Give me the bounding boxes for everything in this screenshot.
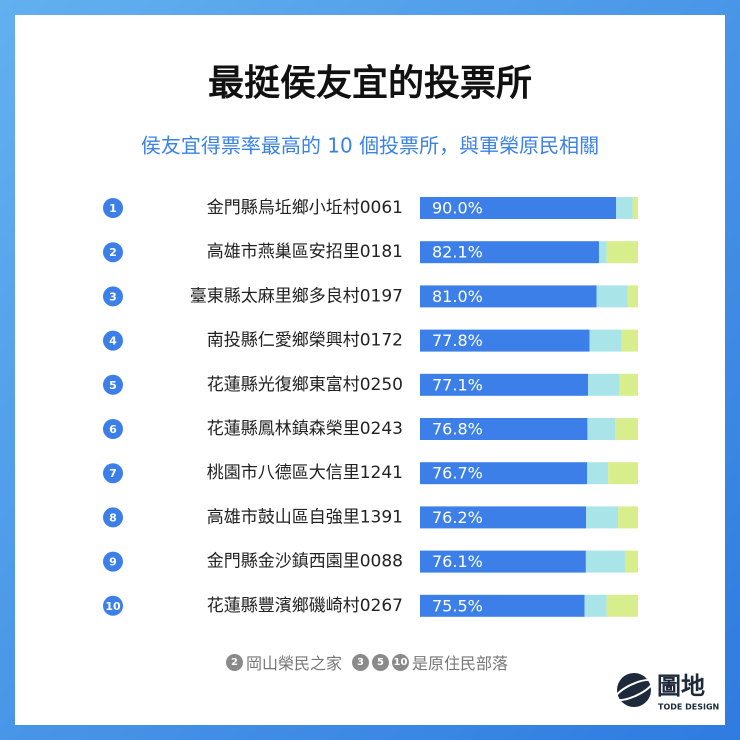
bar-segment	[588, 373, 620, 396]
logo-subtitle: TODE DESIGN	[658, 703, 719, 712]
rank-badge	[103, 198, 123, 218]
rank-badge	[103, 286, 123, 307]
category-label: 金門縣金沙鎮西園里0088	[207, 552, 403, 572]
bar-segment	[596, 285, 628, 308]
category-label: 花蓮縣豐濱鄉磯崎村0267	[207, 596, 403, 616]
value-label: 90.0%	[432, 199, 483, 218]
bar-segment	[420, 373, 589, 396]
category-label: 臺東縣太麻里鄉多良村0197	[190, 286, 403, 306]
value-label: 77.8%	[432, 331, 483, 350]
category-label: 高雄市燕巢區安招里0181	[207, 242, 403, 262]
footnote-badge: 3	[352, 653, 369, 671]
chart-subtitle: 侯友宜得票率最高的 10 個投票所，與軍榮原民相關	[141, 134, 599, 158]
footnote-item: 3 5 10 是原住民部落	[352, 650, 508, 674]
footnote-badge: 2	[225, 653, 243, 671]
bar-segment	[420, 506, 587, 529]
value-label: 76.1%	[432, 552, 483, 571]
footnote-badge: 10	[392, 653, 409, 671]
bar-segment	[420, 329, 590, 352]
bar-segment	[584, 594, 607, 617]
bar-segment	[585, 550, 625, 573]
footnote-badge: 5	[372, 653, 389, 671]
bar-segment	[420, 418, 588, 440]
category-label: 花蓮縣光復鄉東富村0250	[207, 375, 403, 395]
value-label: 77.1%	[432, 375, 483, 394]
bar-segment	[618, 506, 638, 529]
bar-segment	[627, 285, 638, 308]
bar-segment	[606, 241, 638, 264]
footnote: 2 岡山榮民之家 3 5 10 是原住民部落	[0, 650, 740, 674]
bar-segment	[587, 418, 616, 440]
bar-segment	[420, 285, 597, 308]
bar-segment	[606, 594, 638, 617]
bar-segment	[589, 329, 622, 352]
footnote-item: 2 岡山榮民之家	[225, 650, 342, 674]
rank-badge	[103, 419, 123, 439]
bar-segment	[587, 462, 609, 485]
bar-segment	[586, 506, 619, 529]
logo-ring	[614, 678, 654, 702]
bar-segment	[619, 373, 638, 396]
rank-badge	[103, 463, 123, 484]
bar-segment	[616, 197, 633, 219]
category-label: 高雄市鼓山區自強里1391	[207, 507, 403, 527]
logo-name: 圖地	[657, 672, 705, 700]
bar-segment	[420, 197, 617, 219]
bar-segment	[615, 418, 638, 440]
footnote-text: 是原住民部落	[412, 654, 509, 673]
rank-label: 1	[109, 202, 117, 215]
rank-badge	[103, 507, 123, 528]
rank-label: 9	[109, 556, 117, 569]
rank-badge	[103, 242, 123, 263]
bar-segment	[420, 241, 599, 264]
rank-label: 8	[109, 511, 117, 524]
category-label: 花蓮縣鳳林鎮森榮里0243	[207, 419, 403, 439]
value-label: 75.5%	[432, 596, 483, 615]
rank-label: 4	[109, 335, 117, 348]
rank-label: 5	[109, 379, 117, 392]
bar-segment	[598, 241, 607, 264]
bar-segment	[608, 462, 638, 485]
bar-segment	[632, 197, 638, 219]
value-label: 76.8%	[432, 420, 483, 439]
value-label: 81.0%	[432, 287, 483, 306]
bar-segment	[621, 329, 638, 352]
rank-label: 3	[109, 290, 117, 303]
rank-badge	[103, 374, 123, 395]
category-label: 桃園市八德區大信里1241	[207, 463, 403, 483]
value-label: 82.1%	[432, 243, 483, 262]
value-label: 76.7%	[432, 464, 483, 483]
rank-label: 10	[105, 600, 121, 613]
category-label: 金門縣烏坵鄉小坵村0061	[207, 198, 403, 218]
rank-label: 7	[109, 467, 117, 480]
bar-segment	[420, 594, 585, 617]
rank-badge	[103, 330, 123, 351]
bar-segment	[420, 462, 588, 485]
chart-title: 最挺侯友宜的投票所	[208, 63, 532, 104]
category-label: 南投縣仁愛鄉榮興村0172	[207, 331, 403, 351]
rank-badge	[103, 595, 123, 616]
rank-badge	[103, 551, 123, 572]
bar-segment	[624, 550, 638, 573]
footnote-text: 岡山榮民之家	[245, 654, 342, 673]
rank-label: 6	[109, 423, 117, 436]
rank-label: 2	[109, 246, 117, 259]
value-label: 76.2%	[432, 508, 483, 527]
bar-segment	[420, 550, 586, 573]
